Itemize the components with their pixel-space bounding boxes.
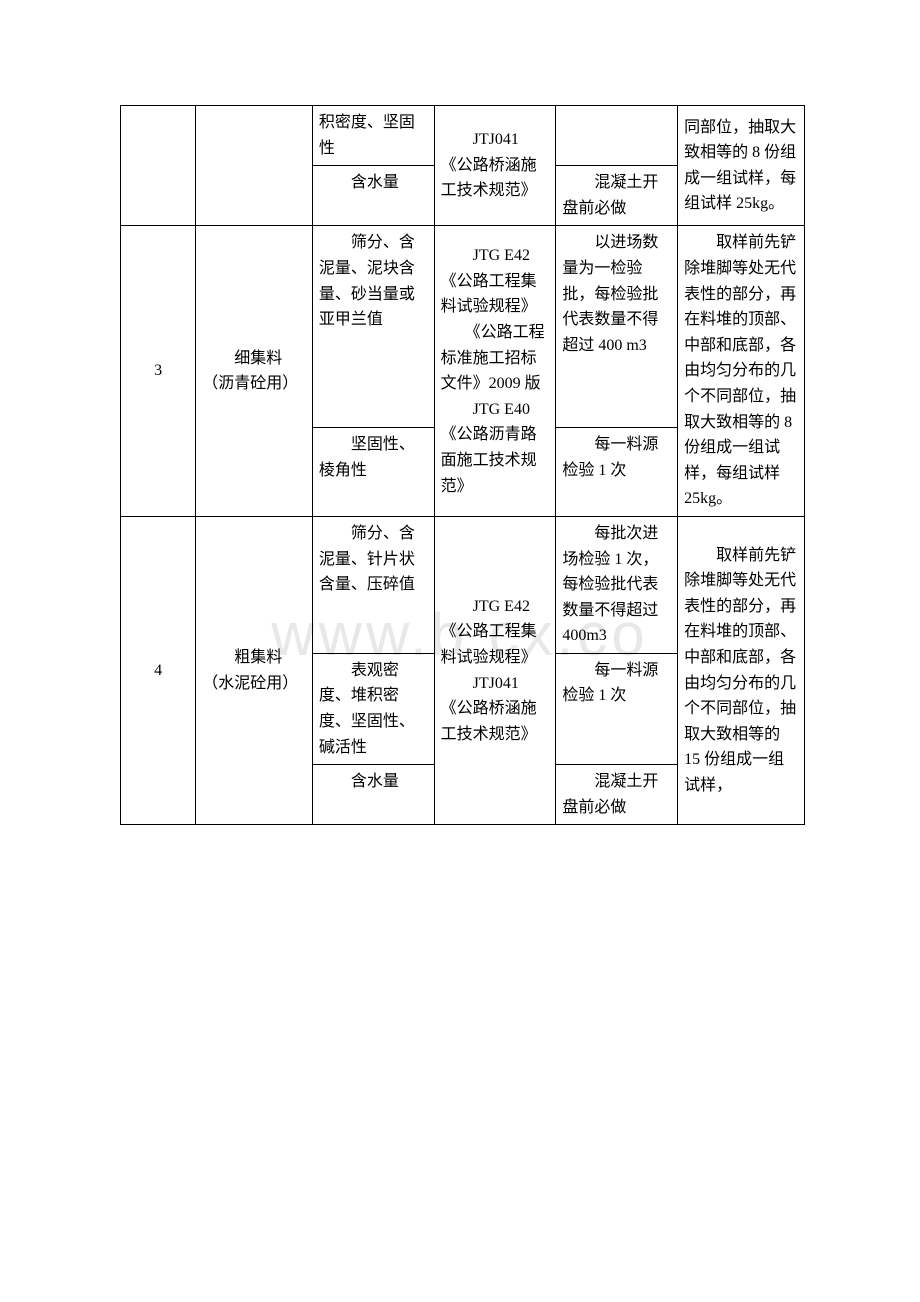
cell-test-items: 积密度、坚固性 [312, 106, 434, 166]
cell-test-items: 含水量 [312, 166, 434, 226]
cell-sampling: 取样前先铲除堆脚等处无代表性的部分，再在料堆的顶部、中部和底部，各由均匀分布的几… [678, 226, 805, 517]
cell-sampling: 取样前先铲除堆脚等处无代表性的部分，再在料堆的顶部、中部和底部，各由均匀分布的几… [678, 516, 805, 825]
spec-table: 积密度、坚固性 JTJ041《公路桥涵施工技术规范》 同部位，抽取大致相等的 8… [120, 105, 805, 825]
cell-test-items: 筛分、含泥量、泥块含量、砂当量或亚甲兰值 [312, 226, 434, 428]
cell-standard: JTG E42《公路工程集料试验规程》 JTJ041《公路桥涵施工技术规范》 [434, 516, 556, 825]
cell-material: 细集料（沥青砼用） [196, 226, 313, 517]
cell-test-items: 筛分、含泥量、针片状含量、压碎值 [312, 516, 434, 653]
cell-frequency: 混凝土开盘前必做 [556, 765, 678, 825]
cell-material: 粗集料（水泥砼用） [196, 516, 313, 825]
cell-frequency [556, 106, 678, 166]
table-row: 积密度、坚固性 JTJ041《公路桥涵施工技术规范》 同部位，抽取大致相等的 8… [121, 106, 805, 166]
text: JTJ041《公路桥涵施工技术规范》 [441, 127, 550, 204]
cell-frequency: 以进场数量为一检验批，每检验批代表数量不得超过 400 m3 [556, 226, 678, 428]
table-row: 4 粗集料（水泥砼用） 筛分、含泥量、针片状含量、压碎值 JTG E42《公路工… [121, 516, 805, 653]
cell-test-items: 表观密度、堆积密度、坚固性、碱活性 [312, 653, 434, 764]
page-container: www.b cx.co 积密度、坚固性 JTJ041《公路桥涵施工技术规范》 同… [0, 0, 920, 1302]
cell-index: 4 [121, 516, 196, 825]
cell-test-items: 含水量 [312, 765, 434, 825]
cell-index-prev [121, 106, 196, 226]
cell-frequency: 混凝土开盘前必做 [556, 166, 678, 226]
cell-test-items: 坚固性、棱角性 [312, 428, 434, 517]
cell-index: 3 [121, 226, 196, 517]
cell-standard: JTG E42《公路工程集料试验规程》 《公路工程标准施工招标文件》2009 版… [434, 226, 556, 517]
cell-frequency: 每一料源检验 1 次 [556, 428, 678, 517]
cell-material-prev [196, 106, 313, 226]
table-row: 3 细集料（沥青砼用） 筛分、含泥量、泥块含量、砂当量或亚甲兰值 JTG E42… [121, 226, 805, 428]
cell-frequency: 每一料源检验 1 次 [556, 653, 678, 764]
cell-sampling: 同部位，抽取大致相等的 8 份组成一组试样，每组试样 25kg。 [678, 106, 805, 226]
cell-frequency: 每批次进场检验 1 次，每检验批代表数量不得超过 400m3 [556, 516, 678, 653]
cell-standard: JTJ041《公路桥涵施工技术规范》 [434, 106, 556, 226]
